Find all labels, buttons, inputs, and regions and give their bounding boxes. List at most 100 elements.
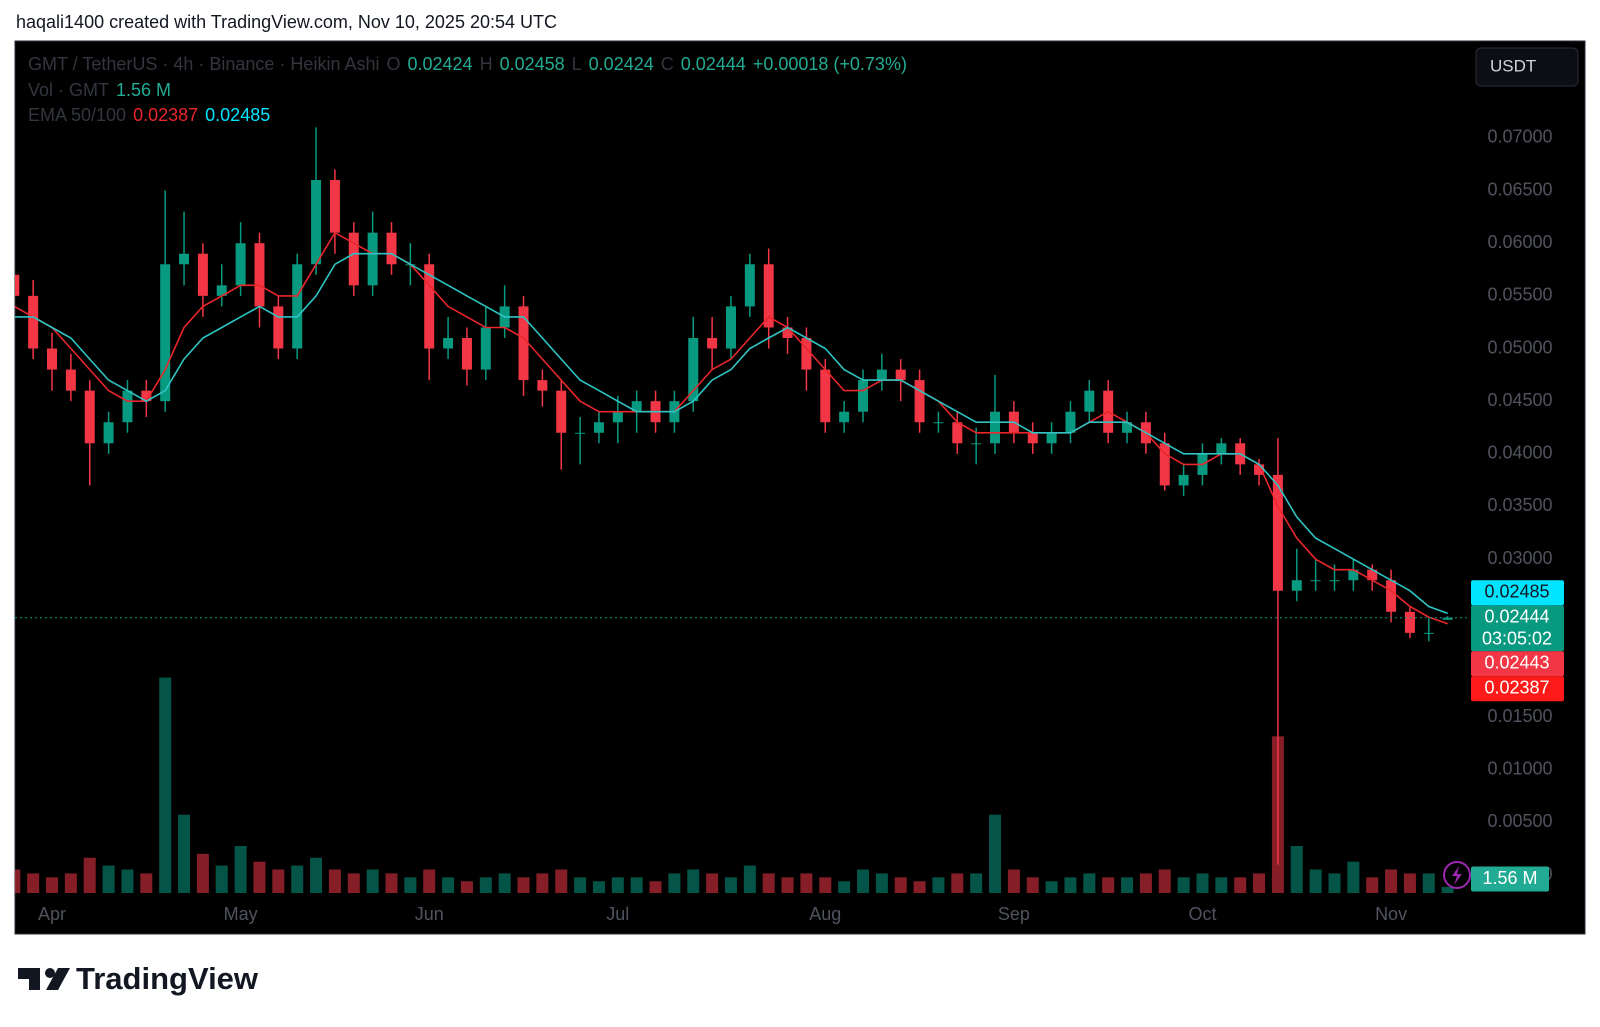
candle-body [631,401,642,412]
legend-text: 0.02424 [408,54,473,74]
legend: GMT / TetherUS · 4h · Binance · Heikin A… [28,54,907,125]
volume-bar [536,873,549,893]
volume-bar [1007,869,1020,893]
volume-bar [272,869,285,893]
volume-bar [857,869,869,893]
price-badge [1471,651,1564,677]
volume-bar [404,877,417,893]
candle-body [273,306,284,349]
volume-bar [649,881,662,893]
y-tick-label: 0.04000 [1487,443,1552,463]
volume-bar [328,869,341,893]
candle-body [782,327,793,338]
legend-text: 0.02458 [500,54,565,74]
volume-bar [347,873,360,893]
x-tick-label: Apr [38,904,66,924]
volume-bar [1177,877,1190,893]
volume-bar [724,877,737,893]
volume-bar [310,857,323,893]
candle-body [688,337,699,402]
candle-body [1084,390,1095,412]
volume-bar [989,814,1002,893]
candle-body [367,232,378,286]
button-box[interactable] [1475,47,1579,87]
candle-body [1348,569,1359,581]
candle-body [47,348,58,370]
volume-bar [46,877,59,893]
candle-body [1046,432,1057,444]
volume-bar [291,865,304,893]
candle-body [858,380,868,412]
candle-body [1310,580,1321,582]
volume-bar [819,877,832,893]
currency-button[interactable]: USDT [1475,47,1579,87]
candle-body [1159,443,1170,486]
volume-bar [517,877,530,893]
candle-body [1027,432,1038,444]
x-tick-label: May [224,904,258,924]
candle-body [1386,580,1397,612]
y-tick-label: 0.00500 [1487,811,1552,831]
candle-body [744,264,755,307]
volume-bar [1139,873,1152,893]
candle-body [480,327,491,370]
y-tick-label: 0.04500 [1487,390,1552,410]
legend-text: 0.02424 [589,54,654,74]
candle-body [122,390,133,423]
x-tick-label: Oct [1188,904,1216,924]
candle-body [179,253,190,265]
volume-bar [1196,873,1209,893]
volume-badge-label: 1.56 M [1482,868,1537,888]
volume-bar [15,869,21,893]
volume-bar [1064,877,1077,893]
y-tick-label: 0.03500 [1487,495,1552,515]
volume-bar [253,861,266,893]
candle-body [1442,617,1453,620]
legend-text: +0.00018 (+0.73%) [753,54,907,74]
candle-body [839,411,850,423]
x-tick-label: Jul [606,904,629,924]
y-tick-label: 0.01000 [1487,759,1552,779]
volume-bar [234,846,247,893]
button-label[interactable]: USDT [1490,56,1536,75]
volume-bar [1083,873,1096,893]
price-badge [1471,676,1564,702]
candle-body [1367,569,1378,581]
candle-body [971,443,982,445]
volume-bar [479,877,492,893]
legend-text: 1.56 M [116,80,171,100]
volume-bar [159,677,172,893]
volume-bar [1158,869,1171,893]
volume-bar [838,881,851,893]
volume-bar [555,869,568,893]
candle-body [707,337,718,349]
candle-body [914,380,925,423]
candle-body [84,390,95,444]
price-badge-label: 0.02387 [1484,677,1549,697]
candle-body [329,180,340,233]
price-pane [15,127,1470,865]
alert-icon [1443,861,1471,889]
volume-bar [423,869,436,893]
candle-body [575,432,586,434]
candle-body [801,337,812,370]
candle-body [65,369,76,391]
x-tick-label: Nov [1375,904,1407,924]
candle-body [1291,580,1302,591]
x-tick-label: Sep [998,904,1030,924]
candle-body [28,295,39,349]
candle-body [386,232,397,265]
legend-text: GMT / TetherUS · 4h · Binance · Heikin A… [28,54,379,74]
volume-bar [1290,846,1303,893]
candle-body [141,390,152,402]
volume-badge [1471,866,1549,892]
candle-body [1122,422,1133,433]
volume-bar [951,873,964,893]
candle-body [1254,464,1265,475]
candle-body [556,390,567,433]
y-tick-label: 0.06500 [1487,179,1552,199]
candle-body [952,422,963,444]
y-tick-label: 0.03000 [1487,548,1552,568]
